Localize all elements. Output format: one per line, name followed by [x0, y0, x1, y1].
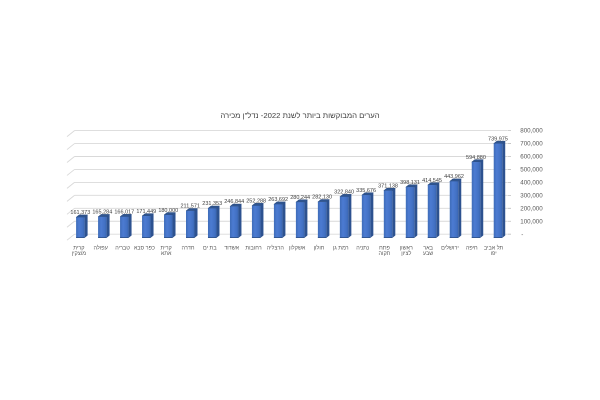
- svg-text:398,131: 398,131: [400, 180, 420, 186]
- svg-text:200,000: 200,000: [520, 205, 543, 212]
- svg-text:180,000: 180,000: [158, 208, 178, 214]
- svg-text:246,844: 246,844: [224, 199, 244, 205]
- svg-text:231,353: 231,353: [202, 201, 222, 207]
- svg-text:443,962: 443,962: [444, 174, 464, 180]
- svg-text:פתח: פתח: [379, 245, 390, 251]
- svg-text:טבריה: טבריה: [115, 245, 130, 251]
- svg-text:800,000: 800,000: [520, 128, 543, 135]
- svg-text:אתא: אתא: [161, 251, 172, 257]
- svg-text:414,545: 414,545: [422, 178, 442, 184]
- svg-text:אשדוד: אשדוד: [224, 245, 239, 251]
- svg-text:שבע: שבע: [423, 251, 433, 257]
- svg-text:ראשון: ראשון: [400, 245, 413, 251]
- svg-text:קרית: קרית: [73, 245, 84, 251]
- svg-text:נתניה: נתניה: [356, 245, 369, 251]
- svg-text:282,130: 282,130: [312, 195, 332, 201]
- svg-text:בת ים: בת ים: [203, 245, 217, 251]
- svg-text:171,449: 171,449: [136, 209, 156, 215]
- svg-text:322,840: 322,840: [334, 190, 354, 196]
- svg-text:רמת גן: רמת גן: [333, 245, 349, 251]
- svg-text:קרית: קרית: [161, 245, 172, 251]
- svg-text:אשקלון: אשקלון: [289, 244, 306, 251]
- svg-text:165,284: 165,284: [92, 210, 112, 216]
- svg-text:חדרה: חדרה: [182, 245, 195, 251]
- svg-text:263,692: 263,692: [268, 197, 288, 203]
- svg-text:211,571: 211,571: [181, 204, 200, 210]
- svg-text:500,000: 500,000: [520, 167, 543, 174]
- svg-text:594,880: 594,880: [466, 155, 486, 161]
- svg-text:תל אביב: תל אביב: [484, 244, 504, 251]
- svg-text:400,000: 400,000: [520, 180, 543, 187]
- svg-text:חולון: חולון: [314, 244, 325, 251]
- svg-text:תקוה: תקוה: [379, 251, 391, 257]
- svg-text:ירושלים: ירושלים: [441, 244, 459, 251]
- svg-text:לציון: לציון: [401, 250, 411, 257]
- svg-text:הרצליה: הרצליה: [267, 244, 285, 251]
- svg-text:רחובות: רחובות: [245, 245, 261, 251]
- svg-text:כפר סבא: כפר סבא: [134, 245, 155, 251]
- svg-text:161,373: 161,373: [70, 210, 90, 216]
- svg-text:371,138: 371,138: [378, 183, 398, 189]
- svg-text:יפו: יפו: [491, 251, 497, 257]
- svg-text:700,000: 700,000: [520, 141, 543, 148]
- svg-text:300,000: 300,000: [520, 192, 543, 199]
- svg-text:חיפה: חיפה: [466, 245, 478, 251]
- svg-text:עפולה: עפולה: [94, 244, 108, 251]
- svg-text:335,676: 335,676: [356, 188, 376, 194]
- svg-text:-: -: [521, 231, 523, 238]
- svg-text:166,017: 166,017: [114, 210, 134, 216]
- svg-text:מוצקין: מוצקין: [72, 251, 87, 257]
- svg-text:100,000: 100,000: [520, 218, 543, 225]
- svg-text:280,244: 280,244: [290, 195, 310, 201]
- svg-text:252,288: 252,288: [246, 199, 266, 205]
- svg-text:הערים המבוקשות ביותר לשנת 2022: הערים המבוקשות ביותר לשנת 2022- נדל"ן מכ…: [220, 111, 379, 120]
- svg-text:739,975: 739,975: [488, 136, 508, 142]
- svg-text:באר: באר: [423, 245, 433, 251]
- svg-text:600,000: 600,000: [520, 154, 543, 161]
